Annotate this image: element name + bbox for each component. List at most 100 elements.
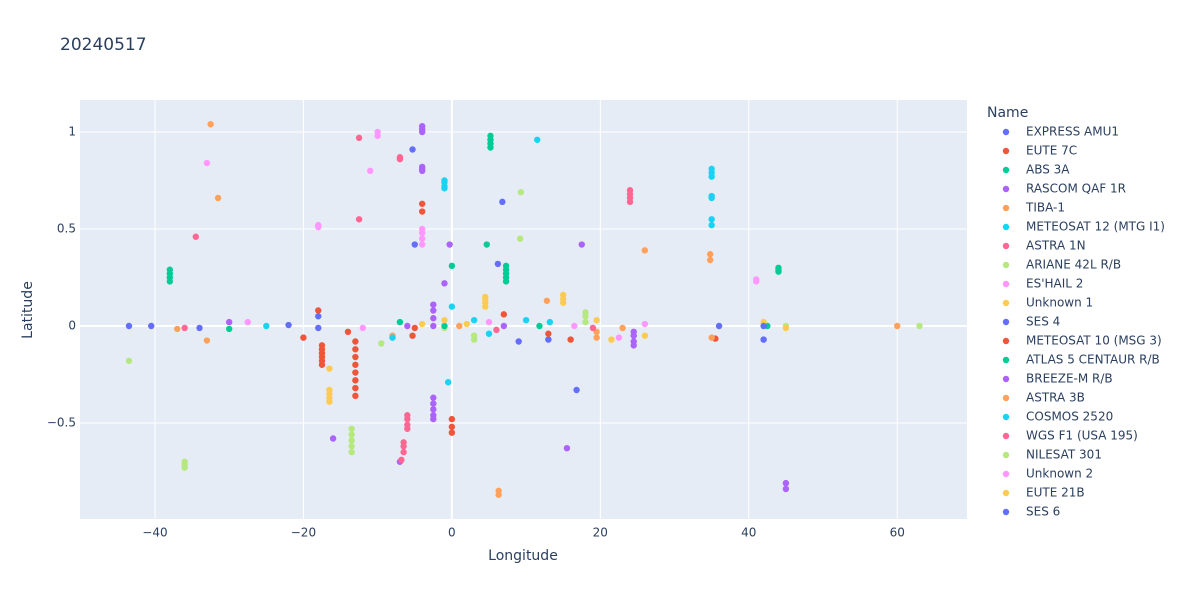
point	[441, 177, 448, 184]
legend-label: NILESAT 301	[1026, 448, 1102, 462]
point	[760, 322, 767, 330]
point	[560, 291, 567, 299]
legend-label: Unknown 1	[1026, 296, 1093, 310]
point	[318, 361, 326, 368]
point	[418, 241, 426, 248]
point	[192, 233, 199, 240]
legend-label: TIBA-1	[1025, 201, 1065, 215]
point	[329, 435, 337, 442]
point	[593, 334, 600, 341]
legend-marker	[1002, 147, 1010, 155]
point	[782, 485, 790, 493]
point	[326, 365, 333, 372]
point	[285, 321, 292, 329]
point	[706, 256, 714, 264]
point	[573, 386, 580, 394]
legend-label: ABS 3A	[1026, 163, 1070, 177]
point	[782, 479, 790, 487]
point	[545, 336, 552, 343]
point	[487, 132, 494, 140]
legend-label: ARIANE 42L R/B	[1026, 258, 1121, 272]
point	[418, 163, 426, 171]
point	[482, 293, 489, 301]
plot-area	[80, 100, 967, 519]
point	[752, 276, 760, 283]
point	[409, 332, 416, 339]
point	[708, 221, 715, 229]
point	[441, 322, 448, 330]
point	[430, 415, 437, 423]
legend-label: WGS F1 (USA 195)	[1026, 429, 1138, 443]
point	[446, 241, 453, 248]
point	[545, 330, 552, 337]
x-axis-label: Longitude	[488, 548, 558, 564]
legend-label: SES 4	[1026, 315, 1060, 329]
point	[608, 336, 615, 343]
point	[125, 322, 133, 330]
legend-label: EUTE 21B	[1026, 486, 1085, 500]
point	[404, 322, 411, 330]
x-tick-label: 20	[593, 526, 608, 540]
point	[352, 377, 359, 384]
point	[207, 121, 214, 128]
legend-marker	[1002, 261, 1010, 269]
legend-title: Name	[987, 105, 1028, 121]
point	[430, 322, 437, 330]
legend-marker	[1002, 185, 1010, 193]
point	[522, 316, 530, 324]
legend-marker	[1002, 128, 1010, 136]
point	[148, 322, 155, 330]
point	[630, 332, 637, 339]
legend-label: EXPRESS AMU1	[1026, 125, 1119, 139]
point	[582, 309, 589, 316]
legend-label: RASCOM QAF 1R	[1026, 182, 1126, 196]
point	[225, 318, 233, 326]
point	[760, 336, 767, 343]
point	[894, 322, 901, 330]
point	[396, 318, 404, 326]
legend-label: Unknown 2	[1026, 467, 1093, 481]
point	[418, 200, 426, 207]
y-tick-label: 0.5	[57, 221, 76, 235]
point	[578, 241, 585, 248]
point	[441, 280, 448, 287]
point	[430, 406, 437, 413]
point	[352, 346, 359, 353]
point	[485, 318, 493, 326]
legend-label: BREEZE-M R/B	[1026, 372, 1113, 386]
legend-label: SES 6	[1026, 505, 1060, 519]
point	[348, 448, 355, 456]
y-tick-label: 0	[68, 318, 76, 332]
point	[174, 325, 181, 333]
point	[418, 122, 426, 130]
point	[494, 260, 502, 268]
legend-label: METEOSAT 12 (MTG I1)	[1026, 220, 1165, 234]
point	[708, 165, 715, 173]
legend-marker	[1002, 375, 1010, 383]
point	[352, 353, 359, 361]
point	[214, 194, 222, 202]
point	[181, 324, 188, 332]
point	[448, 303, 456, 310]
point	[263, 322, 270, 330]
legend-marker	[1002, 394, 1010, 402]
point	[448, 429, 456, 436]
point	[355, 216, 363, 223]
point	[448, 423, 456, 431]
point	[441, 316, 448, 324]
chart-title: 20240517	[60, 35, 147, 55]
point	[418, 320, 426, 328]
point	[706, 251, 714, 258]
point	[409, 146, 416, 153]
point	[708, 334, 715, 341]
point	[483, 241, 490, 248]
legend-marker	[1002, 508, 1010, 516]
legend-marker	[1002, 204, 1010, 212]
point	[500, 311, 508, 318]
legend-marker	[1002, 242, 1010, 250]
legend-marker	[1002, 489, 1010, 497]
point	[493, 326, 500, 334]
point	[348, 437, 355, 444]
legend-marker	[1002, 318, 1010, 326]
point	[463, 320, 470, 328]
